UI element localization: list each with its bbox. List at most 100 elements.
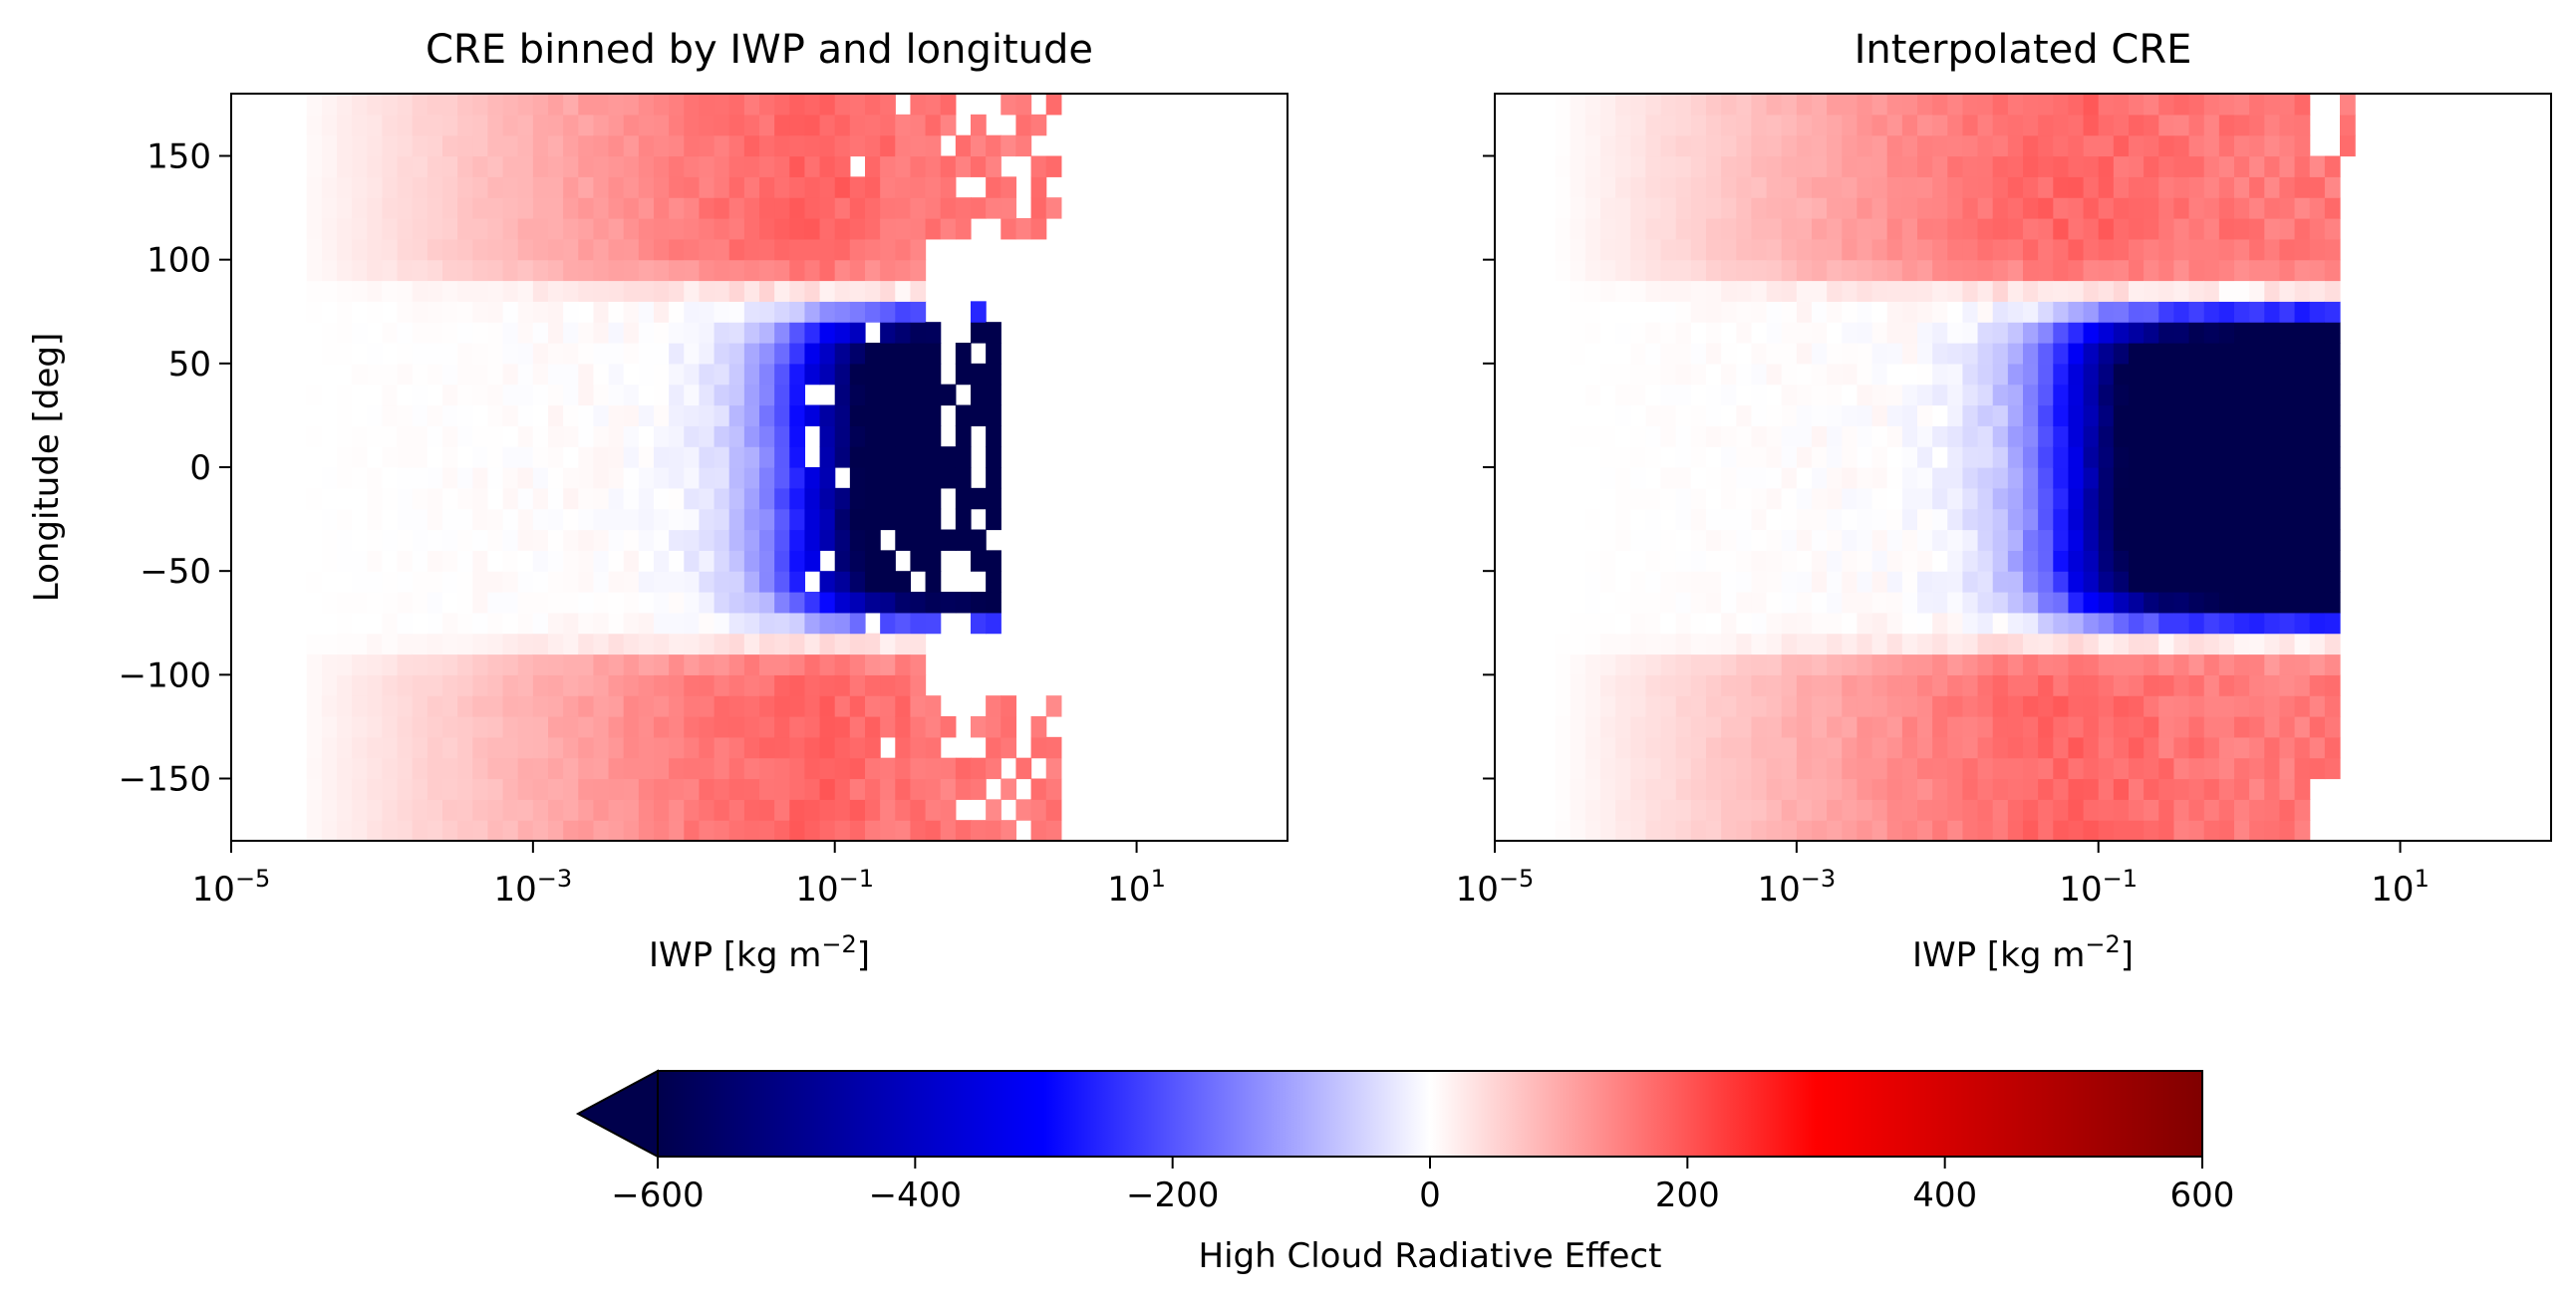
heatmap-cell bbox=[427, 633, 443, 655]
heatmap-cell bbox=[608, 301, 625, 323]
heatmap-cell bbox=[1540, 550, 1557, 572]
heatmap-cell bbox=[1766, 446, 1783, 468]
heatmap-cell bbox=[487, 446, 504, 468]
heatmap-cell bbox=[2264, 363, 2281, 386]
heatmap-cell bbox=[2234, 716, 2250, 738]
heatmap-cell bbox=[306, 736, 323, 759]
heatmap-cell bbox=[2053, 155, 2070, 177]
heatmap-cell bbox=[2173, 736, 2190, 759]
heatmap-cell bbox=[517, 238, 534, 261]
heatmap-cell bbox=[367, 446, 384, 468]
heatmap-cell bbox=[2188, 114, 2205, 136]
heatmap-cell bbox=[834, 757, 851, 780]
heatmap-cell bbox=[1796, 343, 1813, 365]
heatmap-cell bbox=[849, 425, 866, 447]
heatmap-cell bbox=[804, 114, 821, 136]
heatmap-cell bbox=[2309, 467, 2326, 489]
heatmap-cell bbox=[2158, 487, 2175, 510]
heatmap-cell bbox=[2083, 633, 2100, 655]
heatmap-cell bbox=[849, 343, 866, 365]
heatmap-cell bbox=[427, 653, 443, 675]
heatmap-cell bbox=[1555, 633, 1572, 655]
heatmap-cell bbox=[337, 592, 353, 614]
heatmap-cell bbox=[1600, 674, 1616, 696]
heatmap-cell bbox=[865, 757, 881, 780]
heatmap-cell bbox=[654, 384, 670, 406]
heatmap-cell bbox=[2203, 114, 2220, 136]
heatmap-cell bbox=[925, 197, 942, 219]
heatmap-cell bbox=[728, 94, 745, 116]
heatmap-cell bbox=[1510, 404, 1526, 426]
heatmap-cell bbox=[2129, 363, 2145, 386]
heatmap-cell bbox=[1540, 612, 1557, 635]
heatmap-cell bbox=[684, 508, 701, 531]
heatmap-cell bbox=[1917, 592, 1933, 614]
heatmap-cell bbox=[593, 778, 610, 800]
heatmap-cell bbox=[684, 218, 701, 240]
heatmap-cell bbox=[1886, 612, 1903, 635]
heatmap-cell bbox=[865, 446, 881, 468]
heatmap-cell bbox=[1992, 550, 2009, 572]
heatmap-cell bbox=[1675, 280, 1692, 302]
heatmap-cell bbox=[1842, 94, 1859, 116]
heatmap-cell bbox=[1977, 259, 1994, 282]
heatmap-cell bbox=[699, 820, 716, 842]
heatmap-cell bbox=[925, 820, 942, 842]
heatmap-cell bbox=[1796, 799, 1813, 821]
heatmap-cell bbox=[608, 633, 625, 655]
heatmap-cell bbox=[1630, 322, 1647, 344]
heatmap-cell bbox=[2038, 529, 2054, 551]
heatmap-cell bbox=[306, 674, 323, 696]
heatmap-cell bbox=[1030, 799, 1047, 821]
heatmap-cell bbox=[1962, 134, 1979, 157]
heatmap-cell bbox=[2083, 301, 2100, 323]
heatmap-cell bbox=[743, 176, 760, 198]
heatmap-cell bbox=[2188, 695, 2205, 717]
heatmap-cell bbox=[1510, 197, 1526, 219]
heatmap-cell bbox=[1992, 155, 2009, 177]
heatmap-cell bbox=[1827, 653, 1843, 675]
heatmap-cell bbox=[608, 674, 625, 696]
heatmap-cell bbox=[699, 322, 716, 344]
heatmap-cell bbox=[910, 633, 927, 655]
heatmap-cell bbox=[1932, 238, 1948, 261]
heatmap-cell bbox=[1736, 134, 1753, 157]
heatmap-cell bbox=[1706, 134, 1722, 157]
heatmap-cell bbox=[593, 716, 610, 738]
heatmap-cell bbox=[699, 799, 716, 821]
heatmap-cell bbox=[2144, 716, 2159, 738]
heatmap-cell bbox=[1630, 404, 1647, 426]
heatmap-cell bbox=[2113, 653, 2130, 675]
heatmap-cell bbox=[1917, 467, 1933, 489]
heatmap-cell bbox=[789, 343, 806, 365]
heatmap-cell bbox=[1992, 467, 2009, 489]
heatmap-cell bbox=[1857, 571, 1873, 593]
heatmap-cell bbox=[1857, 322, 1873, 344]
heatmap-cell bbox=[306, 592, 323, 614]
heatmap-cell bbox=[427, 384, 443, 406]
heatmap-cell bbox=[2234, 322, 2250, 344]
heatmap-cell bbox=[804, 592, 821, 614]
heatmap-cell bbox=[2294, 404, 2311, 426]
heatmap-cell bbox=[487, 799, 504, 821]
heatmap-cell bbox=[895, 487, 912, 510]
heatmap-cell bbox=[2264, 736, 2281, 759]
heatmap-cell bbox=[1962, 612, 1979, 635]
heatmap-cell bbox=[1510, 94, 1526, 116]
heatmap-cell bbox=[532, 134, 549, 157]
heatmap-cell bbox=[337, 114, 353, 136]
heatmap-cell bbox=[563, 612, 579, 635]
heatmap-cell bbox=[1721, 259, 1737, 282]
heatmap-cell bbox=[2249, 508, 2265, 531]
heatmap-cell bbox=[608, 736, 625, 759]
heatmap-cell bbox=[1615, 695, 1631, 717]
heatmap-cell bbox=[1600, 134, 1616, 157]
heatmap-cell bbox=[2023, 674, 2039, 696]
heatmap-cell bbox=[427, 467, 443, 489]
heatmap-cell bbox=[1675, 322, 1692, 344]
heatmap-cell bbox=[517, 197, 534, 219]
heatmap-cell bbox=[1871, 508, 1888, 531]
heatmap-cell bbox=[714, 301, 730, 323]
heatmap-cell bbox=[728, 343, 745, 365]
heatmap-cell bbox=[457, 114, 473, 136]
